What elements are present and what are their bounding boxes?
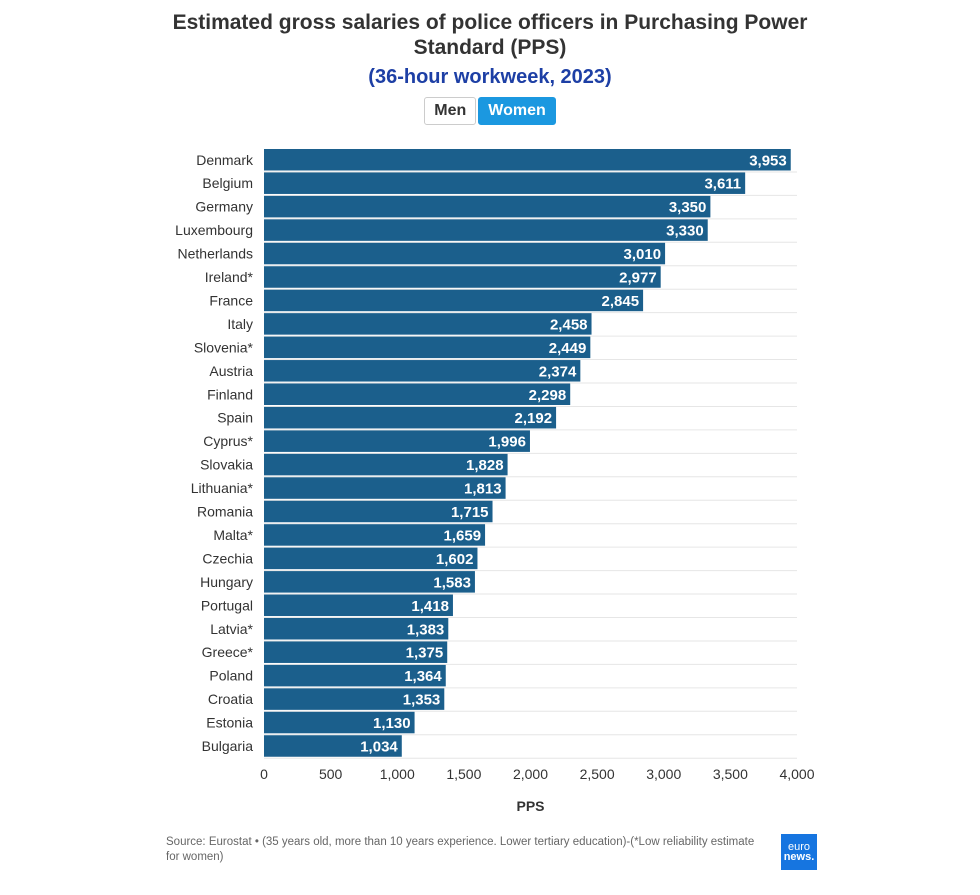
- value-label: 3,611: [704, 176, 741, 193]
- value-label: 3,330: [666, 223, 704, 240]
- category-label: Italy: [227, 316, 253, 332]
- value-label: 1,715: [451, 504, 489, 521]
- category-label: Czechia: [202, 550, 253, 566]
- value-label: 1,130: [373, 715, 411, 732]
- bar[interactable]: [264, 477, 506, 499]
- x-tick-label: 3,000: [646, 766, 681, 782]
- bar[interactable]: [264, 149, 791, 171]
- value-label: 2,458: [550, 316, 588, 333]
- value-label: 3,010: [624, 246, 662, 263]
- category-label: Germany: [195, 199, 253, 215]
- bar[interactable]: [264, 500, 493, 523]
- value-label: 3,953: [749, 152, 787, 169]
- value-label: 1,034: [360, 739, 398, 756]
- x-tick-label: 2,000: [513, 766, 548, 782]
- chart-title-line2: Standard (PPS): [413, 36, 567, 59]
- category-label: Slovakia: [200, 457, 253, 473]
- category-label: Malta*: [213, 527, 253, 543]
- men-toggle-button[interactable]: Men: [424, 97, 477, 125]
- category-label: Luxembourg: [175, 222, 253, 238]
- bar[interactable]: [264, 336, 591, 359]
- category-label: Hungary: [200, 574, 253, 590]
- value-label: 1,828: [466, 457, 504, 474]
- value-label: 1,418: [411, 598, 449, 615]
- category-label: Latvia*: [210, 621, 253, 637]
- bar[interactable]: [264, 242, 666, 265]
- chart-subtitle: (36-hour workweek, 2023): [368, 66, 612, 88]
- value-label: 1,602: [436, 551, 474, 568]
- category-label: Portugal: [201, 597, 253, 613]
- x-tick-label: 2,500: [580, 766, 615, 782]
- value-label: 2,298: [529, 387, 567, 404]
- category-label: Belgium: [202, 175, 253, 191]
- bar[interactable]: [264, 524, 486, 546]
- bar[interactable]: [264, 406, 557, 429]
- category-label: Austria: [209, 363, 253, 379]
- bar[interactable]: [264, 172, 746, 194]
- bar[interactable]: [264, 360, 581, 382]
- bar[interactable]: [264, 735, 402, 757]
- x-tick-label: 500: [319, 766, 343, 782]
- category-label: Ireland*: [205, 269, 254, 285]
- category-label: Spain: [217, 410, 253, 426]
- bar[interactable]: [264, 641, 448, 663]
- category-label: Bulgaria: [202, 738, 254, 754]
- x-tick-label: 0: [260, 766, 268, 782]
- value-label: 3,350: [669, 199, 707, 216]
- category-label: Cyprus*: [203, 433, 253, 449]
- value-label: 2,192: [515, 410, 553, 427]
- category-label: France: [209, 292, 253, 308]
- bar[interactable]: [264, 453, 508, 476]
- bar[interactable]: [264, 289, 644, 312]
- bar[interactable]: [264, 313, 592, 335]
- category-label: Croatia: [208, 691, 253, 707]
- value-label: 1,375: [406, 645, 444, 662]
- category-label: Finland: [207, 386, 253, 402]
- bar[interactable]: [264, 664, 446, 687]
- category-label: Romania: [197, 504, 253, 520]
- source-note: Source: Eurostat • (35 years old, more t…: [166, 836, 755, 863]
- bar[interactable]: [264, 571, 475, 593]
- category-label: Estonia: [206, 715, 253, 731]
- x-axis-label: PPS: [516, 798, 544, 814]
- x-tick-label: 1,000: [380, 766, 415, 782]
- value-label: 1,659: [444, 527, 482, 544]
- women-toggle-button[interactable]: Women: [478, 97, 556, 125]
- bar[interactable]: [264, 219, 708, 241]
- value-label: 1,383: [407, 621, 445, 638]
- value-label: 2,449: [549, 340, 587, 357]
- value-label: 2,374: [539, 363, 577, 380]
- bar[interactable]: [264, 383, 571, 406]
- category-label: Lithuania*: [191, 480, 254, 496]
- value-label: 1,353: [403, 692, 441, 709]
- bar[interactable]: [264, 688, 445, 710]
- x-tick-label: 4,000: [779, 766, 814, 782]
- bar[interactable]: [264, 195, 711, 218]
- gender-toggle: Men Women: [0, 97, 980, 125]
- value-label: 2,845: [602, 293, 640, 310]
- bar[interactable]: [264, 547, 478, 570]
- bar[interactable]: [264, 430, 530, 452]
- value-label: 1,813: [464, 481, 502, 498]
- euronews-logo: euro news.: [781, 834, 817, 870]
- category-label: Denmark: [196, 152, 254, 168]
- category-label: Netherlands: [178, 246, 254, 262]
- value-label: 2,977: [619, 270, 657, 287]
- x-tick-label: 1,500: [446, 766, 481, 782]
- bar[interactable]: [264, 266, 661, 288]
- value-label: 1,364: [404, 668, 442, 685]
- chart-title: Estimated gross salaries of police offic…: [172, 11, 808, 34]
- bar[interactable]: [264, 594, 453, 617]
- bar[interactable]: [264, 711, 415, 734]
- category-label: Greece*: [202, 644, 254, 660]
- category-label: Slovenia*: [194, 339, 254, 355]
- x-tick-label: 3,500: [713, 766, 748, 782]
- bar[interactable]: [264, 618, 449, 640]
- value-label: 1,583: [433, 574, 471, 591]
- category-label: Poland: [209, 668, 253, 684]
- value-label: 1,996: [488, 434, 526, 451]
